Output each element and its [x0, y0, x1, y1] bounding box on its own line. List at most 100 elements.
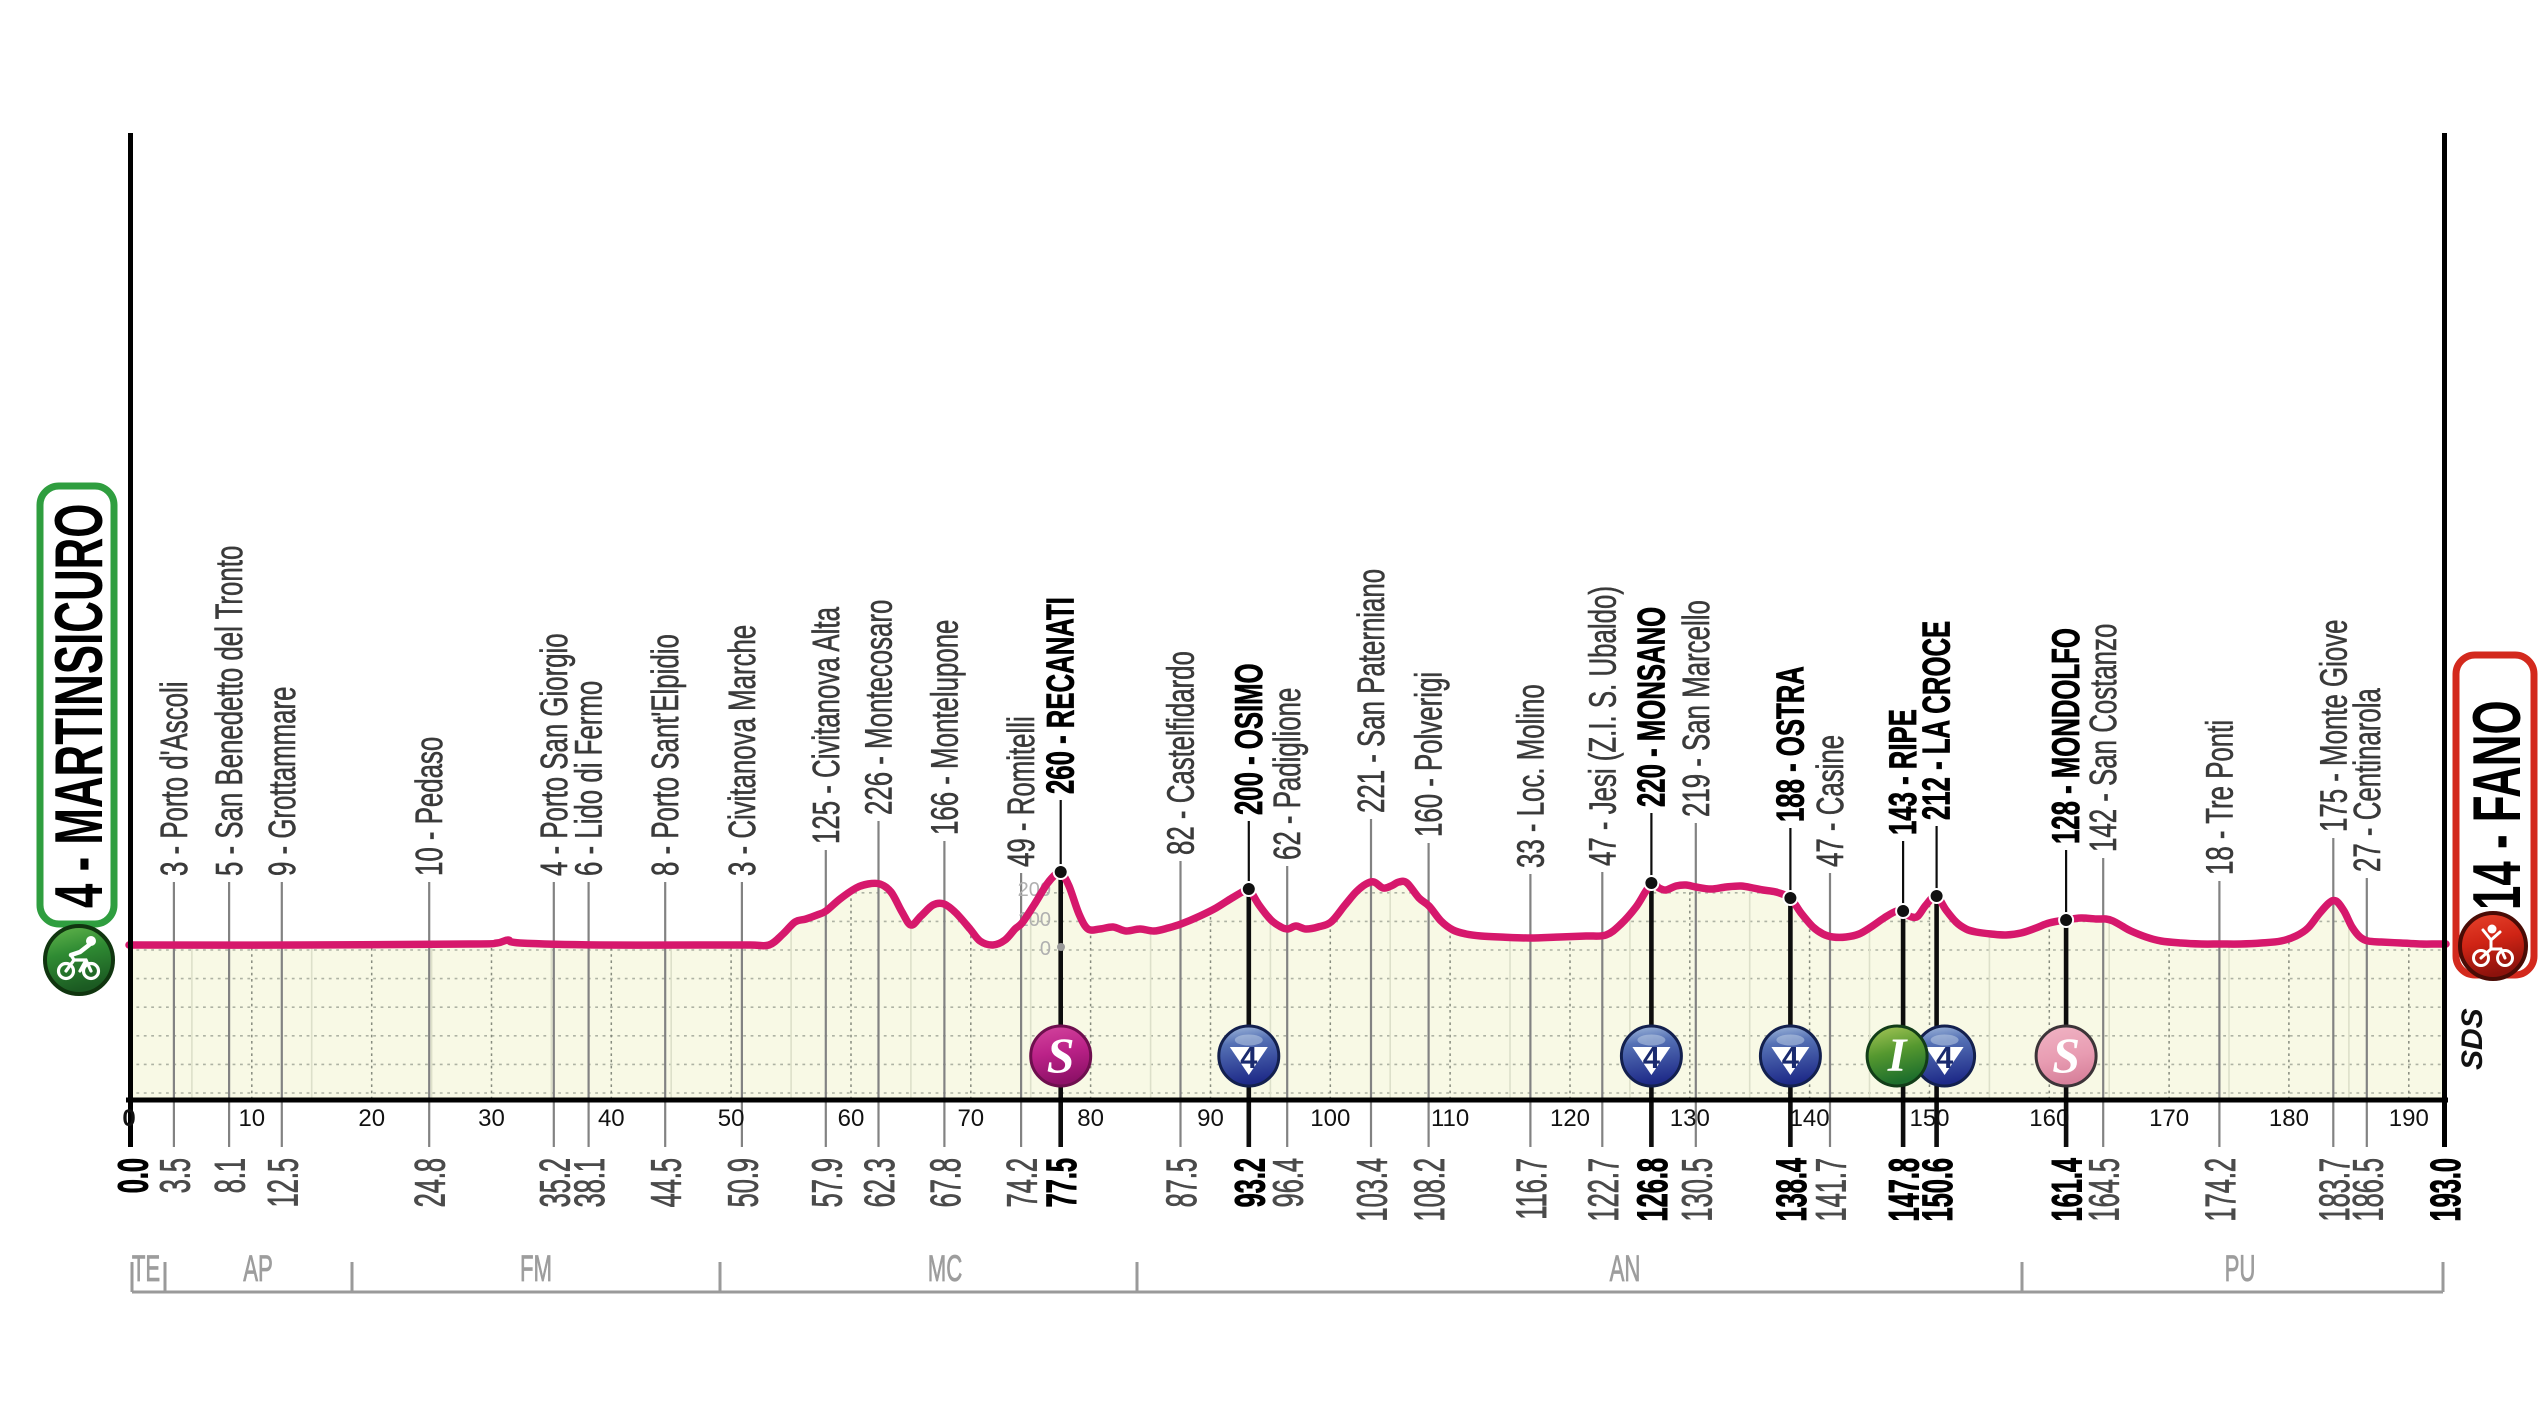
svg-text:130: 130 — [1670, 1105, 1710, 1132]
svg-text:122.7: 122.7 — [1580, 1158, 1628, 1221]
svg-text:110: 110 — [1431, 1105, 1469, 1132]
svg-text:49 - Romitelli: 49 - Romitelli — [1000, 716, 1042, 867]
svg-text:3 - Porto d'Ascoli: 3 - Porto d'Ascoli — [153, 682, 195, 876]
svg-text:35.2: 35.2 — [532, 1158, 580, 1207]
svg-text:147.8: 147.8 — [1881, 1158, 1929, 1221]
svg-text:103.4: 103.4 — [1349, 1158, 1397, 1221]
svg-text:100: 100 — [1310, 1105, 1350, 1132]
svg-text:14 - FANO: 14 - FANO — [2459, 700, 2535, 910]
svg-text:27 - Centinarola: 27 - Centinarola — [2346, 687, 2388, 872]
svg-text:70: 70 — [957, 1105, 984, 1132]
svg-text:5 - San Benedetto del Tronto: 5 - San Benedetto del Tronto — [208, 546, 250, 876]
svg-text:47 - Jesi (Z.I. S. Ubaldo): 47 - Jesi (Z.I. S. Ubaldo) — [1581, 586, 1623, 866]
svg-text:40: 40 — [598, 1105, 625, 1132]
svg-text:150: 150 — [1909, 1105, 1949, 1132]
svg-text:142 - San Costanzo: 142 - San Costanzo — [2082, 624, 2124, 852]
svg-text:20: 20 — [358, 1105, 385, 1132]
svg-text:183.7: 183.7 — [2311, 1158, 2359, 1221]
svg-text:180: 180 — [2269, 1105, 2309, 1132]
svg-text:77.5: 77.5 — [1038, 1158, 1086, 1207]
svg-text:10 - Pedaso: 10 - Pedaso — [408, 737, 450, 876]
svg-text:0: 0 — [1040, 938, 1051, 960]
svg-text:82 - Castelfidardo: 82 - Castelfidardo — [1160, 651, 1202, 855]
svg-text:S: S — [1047, 1027, 1075, 1083]
svg-text:4: 4 — [1782, 1040, 1800, 1075]
svg-text:4 - Porto San Giorgio: 4 - Porto San Giorgio — [533, 633, 575, 876]
svg-text:60: 60 — [838, 1105, 865, 1132]
svg-text:260 - RECANATI: 260 - RECANATI — [1039, 597, 1083, 794]
svg-text:150.6: 150.6 — [1914, 1158, 1962, 1221]
svg-text:10: 10 — [238, 1105, 265, 1132]
svg-text:160: 160 — [2029, 1105, 2069, 1132]
svg-text:188 - OSTRA: 188 - OSTRA — [1769, 666, 1813, 822]
svg-text:74.2: 74.2 — [999, 1158, 1047, 1207]
svg-text:116.7: 116.7 — [1508, 1158, 1556, 1220]
svg-text:62 - Padiglione: 62 - Padiglione — [1266, 688, 1308, 860]
svg-text:PU: PU — [2225, 1248, 2256, 1289]
svg-text:138.4: 138.4 — [1768, 1158, 1816, 1222]
svg-text:140: 140 — [1790, 1105, 1830, 1132]
svg-text:12.5: 12.5 — [260, 1158, 308, 1207]
svg-text:AP: AP — [243, 1248, 273, 1289]
svg-text:I: I — [1887, 1029, 1909, 1082]
svg-text:80: 80 — [1077, 1105, 1104, 1132]
svg-text:226 - Montecosaro: 226 - Montecosaro — [858, 600, 900, 815]
svg-text:108.2: 108.2 — [1406, 1158, 1454, 1221]
svg-text:87.5: 87.5 — [1158, 1158, 1206, 1207]
svg-text:190: 190 — [2389, 1105, 2429, 1132]
svg-text:9 - Grottammare: 9 - Grottammare — [261, 687, 303, 876]
svg-text:33 - Loc. Molino: 33 - Loc. Molino — [1509, 684, 1551, 868]
svg-text:96.4: 96.4 — [1265, 1158, 1313, 1207]
svg-text:50: 50 — [718, 1105, 745, 1132]
svg-text:3 - Civitanova Marche: 3 - Civitanova Marche — [721, 625, 763, 876]
svg-text:24.8: 24.8 — [407, 1158, 455, 1207]
svg-text:170: 170 — [2149, 1105, 2189, 1132]
svg-text:3.5: 3.5 — [152, 1158, 200, 1193]
svg-text:0.0: 0.0 — [110, 1158, 158, 1193]
svg-text:MC: MC — [928, 1248, 963, 1289]
svg-text:50.9: 50.9 — [720, 1158, 768, 1207]
svg-text:220 - MONSANO: 220 - MONSANO — [1630, 607, 1674, 807]
svg-text:93.2: 93.2 — [1227, 1158, 1275, 1207]
svg-text:8.1: 8.1 — [207, 1158, 255, 1193]
svg-text:160 - Polverigi: 160 - Polverigi — [1408, 672, 1450, 837]
svg-text:143 - RIPE: 143 - RIPE — [1882, 709, 1926, 835]
svg-text:67.8: 67.8 — [922, 1158, 970, 1207]
svg-text:30: 30 — [478, 1105, 505, 1132]
svg-text:219 - San Marcello: 219 - San Marcello — [1675, 600, 1717, 817]
svg-text:126.8: 126.8 — [1629, 1158, 1677, 1221]
svg-text:38.1: 38.1 — [566, 1158, 614, 1207]
svg-text:SDS: SDS — [2456, 1008, 2489, 1070]
svg-text:S: S — [2052, 1027, 2080, 1083]
svg-text:186.5: 186.5 — [2345, 1158, 2393, 1221]
svg-text:44.5: 44.5 — [643, 1158, 691, 1207]
svg-text:161.4: 161.4 — [2044, 1158, 2092, 1222]
svg-text:4 - MARTINSICURO: 4 - MARTINSICURO — [41, 504, 117, 908]
svg-text:AN: AN — [1610, 1248, 1641, 1289]
svg-text:90: 90 — [1197, 1105, 1224, 1132]
svg-text:200 - OSIMO: 200 - OSIMO — [1228, 663, 1272, 815]
svg-text:120: 120 — [1550, 1105, 1590, 1132]
svg-text:174.2: 174.2 — [2197, 1158, 2245, 1221]
svg-text:8 - Porto Sant'Elpidio: 8 - Porto Sant'Elpidio — [644, 634, 686, 876]
svg-text:128 - MONDOLFO: 128 - MONDOLFO — [2045, 628, 2089, 844]
svg-text:166 - Montelupone: 166 - Montelupone — [923, 620, 965, 835]
svg-text:18 - Tre Ponti: 18 - Tre Ponti — [2198, 720, 2240, 875]
svg-text:130.5: 130.5 — [1674, 1158, 1722, 1221]
svg-text:212 - LA CROCE: 212 - LA CROCE — [1915, 621, 1959, 820]
svg-text:62.3: 62.3 — [856, 1158, 904, 1207]
svg-text:4: 4 — [1240, 1040, 1258, 1075]
svg-text:47 - Casine: 47 - Casine — [1809, 735, 1851, 867]
svg-text:175 - Monte Giove: 175 - Monte Giove — [2312, 619, 2354, 832]
svg-text:TE: TE — [132, 1248, 160, 1289]
svg-text:57.9: 57.9 — [804, 1158, 852, 1207]
svg-text:0: 0 — [122, 1105, 135, 1132]
svg-text:125 - Civitanova Alta: 125 - Civitanova Alta — [805, 606, 847, 844]
svg-text:221 - San Paterniano: 221 - San Paterniano — [1350, 569, 1392, 813]
svg-text:164.5: 164.5 — [2081, 1158, 2129, 1221]
svg-text:141.7: 141.7 — [1808, 1158, 1856, 1221]
svg-text:4: 4 — [1936, 1040, 1954, 1075]
svg-text:6 - Lido di Fermo: 6 - Lido di Fermo — [568, 681, 610, 876]
svg-text:FM: FM — [520, 1248, 552, 1289]
svg-text:4: 4 — [1643, 1040, 1661, 1075]
